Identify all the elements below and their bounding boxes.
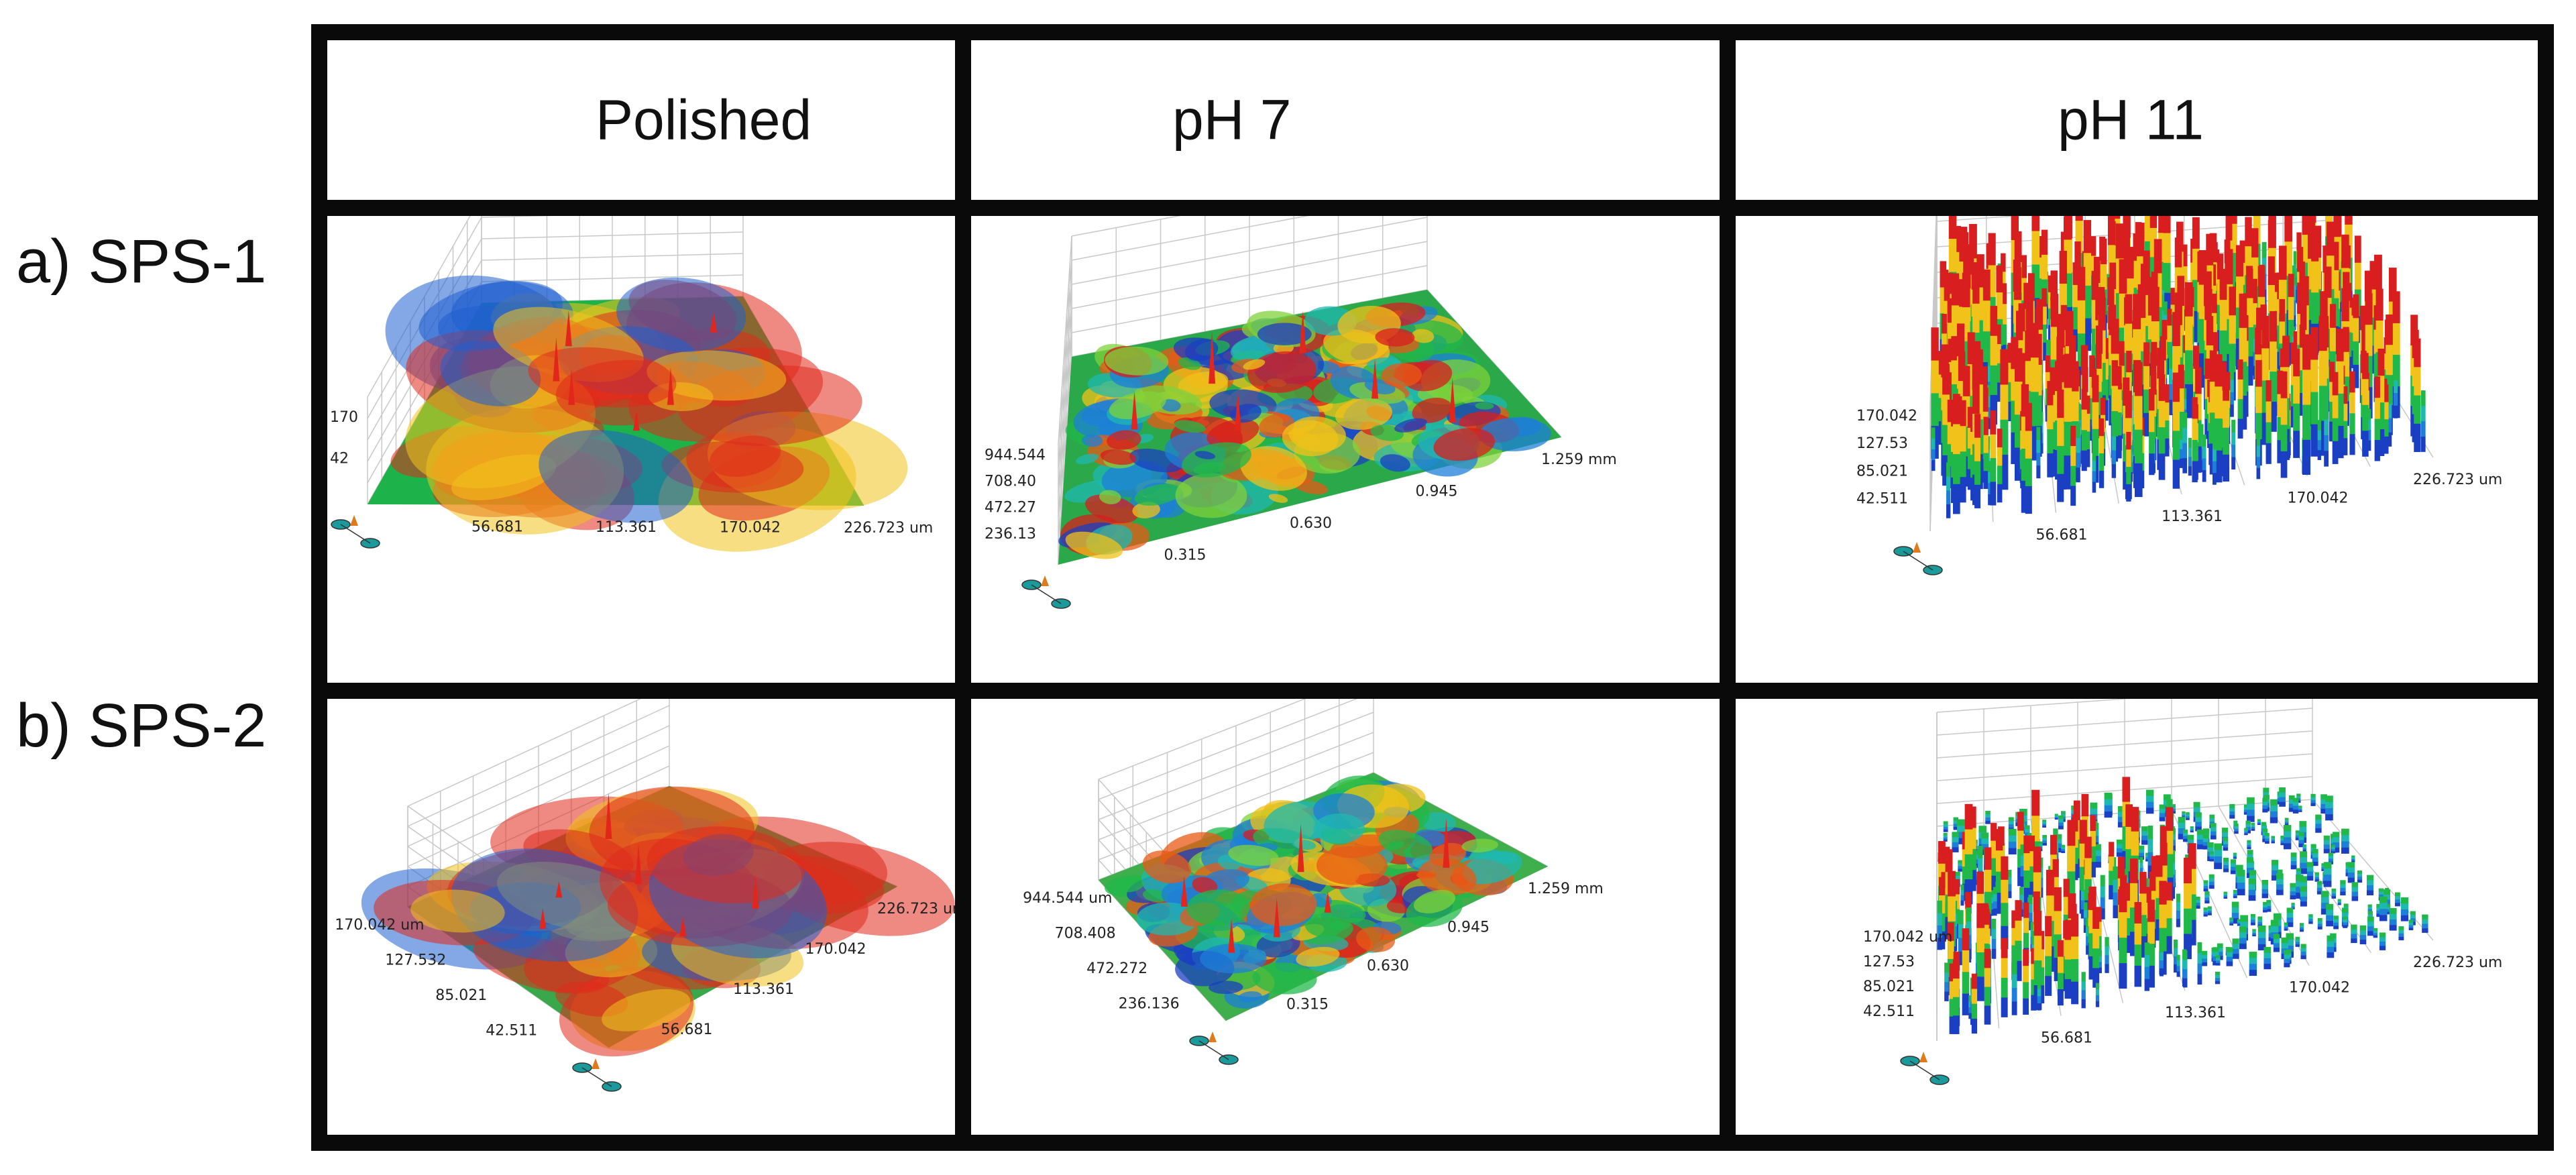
x-tick-label: 0.630 [1367,958,1409,974]
axis-labels: 0.315 0.630 0.945 1.259 mm 944.544 708.40 472.… [985,447,1617,563]
x-tick-label: 0.630 [1290,515,1332,532]
z-tick-label: 472.27 [985,500,1036,516]
orientation-gizmo-icon [1900,1052,1950,1085]
z-tick-label: 170.042 [1856,408,1917,425]
surface-plot-0-2: 56.681 113.361 170.042 226.723 um 170.042 127… [1856,216,2502,575]
x-tick-label: 56.681 [2041,1030,2092,1047]
axis-labels: 0.315 0.630 0.945 1.259 mm 944.544 um 708.408… [1023,881,1604,1013]
header-ph7: pH 7 [971,40,1720,200]
x-tick-label: 170.042 [2288,490,2349,507]
z-tick-label: 42 [330,450,349,467]
z-tick-label: 170.042 um [1863,929,1952,946]
y-tick-label: 42.511 [486,1022,537,1039]
z-tick-label: 85.021 [1863,978,1915,995]
x-tick-label: 1.259 mm [1528,881,1604,897]
x-tick-label: 0.315 [1164,547,1207,564]
orientation-gizmo-icon [1189,1031,1239,1065]
y-tick-label: 127.532 [385,952,446,968]
x-tick-label: 113.361 [2162,508,2223,525]
y-tick-label: 944.544 um [1023,890,1112,907]
z-tick-label: 236.13 [985,526,1036,543]
header-ph7-text: pH 7 [1172,88,1292,152]
z-tick-label: 42.511 [1863,1003,1915,1020]
x-tick-label: 226.723 um [2413,954,2502,971]
z-tick-label: 42.511 [1856,491,1908,508]
panel-sps1-polished: 56.681 113.361 170.042 226.723 um 170 42 [327,216,955,683]
axis-labels: 56.681 113.361 170.042 226.723 um 170.042 127… [1856,408,2502,544]
z-tick-label: 944.544 [985,447,1046,463]
orientation-gizmo-icon [1893,542,1943,575]
header-polished-text: Polished [596,88,812,152]
x-tick-label: 0.945 [1447,919,1490,936]
x-tick-label: 170.042 [805,941,866,958]
x-tick-label: 0.315 [1286,997,1329,1013]
panel-sps2-ph7: 0.315 0.630 0.945 1.259 mm 944.544 um 708.408… [971,699,1720,1135]
orientation-gizmo-icon [331,515,380,549]
orientation-gizmo-icon [572,1058,622,1092]
x-tick-label: 113.361 [733,981,794,998]
x-tick-label: 113.361 [596,519,657,536]
surface-plot-0-0: 56.681 113.361 170.042 226.723 um 170 42 [330,216,933,552]
orientation-gizmo-icon [1021,575,1071,609]
z-tick-label: 85.021 [1856,463,1908,480]
surface-plot-0-1: 0.315 0.630 0.945 1.259 mm 944.544 708.40 472.… [985,216,1617,609]
x-tick-label: 170.042 [720,520,781,537]
x-tick-label: 113.361 [2165,1005,2226,1021]
panel-sps2-polished: 56.681 113.361 170.042 226.723 um 170.042 um… [327,699,955,1135]
axis-labels: 56.681 113.361 170.042 226.723 um 170.042 um… [1863,929,2502,1046]
z-tick-label: 708.40 [985,473,1036,490]
header-ph11-text: pH 11 [2058,88,2204,152]
x-tick-label: 226.723 um [844,520,933,537]
x-tick-label: 56.681 [2036,527,2088,544]
y-tick-label: 170.042 um [335,917,424,934]
row-label-sps-1: a) SPS-1 [16,227,267,296]
header-ph11: pH 11 [1736,40,2538,200]
x-tick-label: 0.945 [1416,484,1458,500]
z-tick-label: 127.53 [1856,435,1908,452]
x-tick-label: 1.259 mm [1541,451,1617,468]
z-tick-label: 127.53 [1863,954,1915,970]
y-tick-label: 708.408 [1055,925,1116,942]
surface-plot-1-0: 56.681 113.361 170.042 226.723 um 170.042 um… [335,699,955,1092]
axis-labels: 56.681 113.361 170.042 226.723 um 170 42 [330,409,933,537]
surface-plot-1-2: 56.681 113.361 170.042 226.723 um 170.042 um… [1863,699,2502,1085]
panel-sps2-ph11: 56.681 113.361 170.042 226.723 um 170.042 um… [1736,699,2538,1135]
surface-plot-1-1: 0.315 0.630 0.945 1.259 mm 944.544 um 708.408… [1023,699,1604,1065]
y-tick-label: 472.272 [1086,960,1147,977]
panel-sps1-ph11: 56.681 113.361 170.042 226.723 um 170.042 127… [1736,216,2538,683]
row-label-sps-2: b) SPS-2 [16,691,267,760]
header-polished: Polished [327,40,955,200]
x-tick-label: 226.723 um [2413,471,2502,488]
y-tick-label: 85.021 [435,987,487,1004]
x-tick-label: 226.723 um [877,901,955,917]
figure-table: Polished pH 7 pH 11 56.681 113.361 170.042… [311,24,2554,1151]
z-tick-label: 170 [330,409,358,426]
x-tick-label: 56.681 [661,1021,713,1038]
x-tick-label: 170.042 [2289,980,2350,997]
x-tick-label: 56.681 [471,519,523,536]
axis-labels: 56.681 113.361 170.042 226.723 um 170.042 um… [335,901,955,1039]
panel-sps1-ph7: 0.315 0.630 0.945 1.259 mm 944.544 708.40 472.… [971,216,1720,683]
y-tick-label: 236.136 [1119,995,1180,1012]
